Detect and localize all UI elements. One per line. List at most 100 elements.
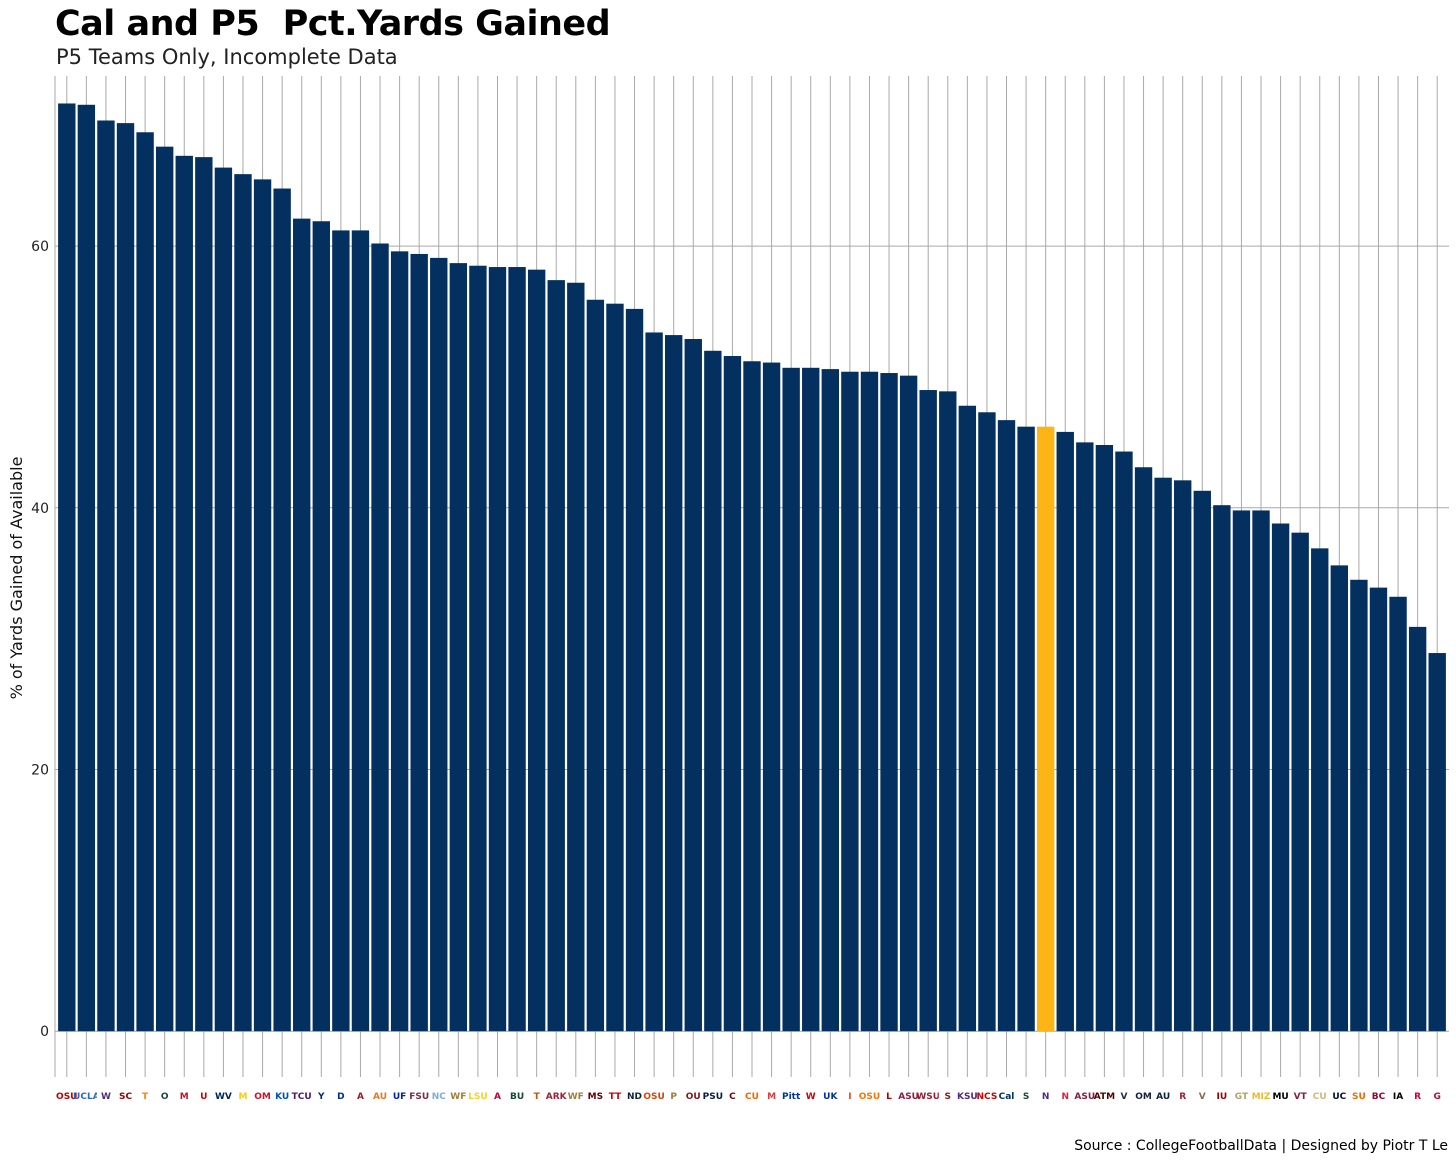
bar bbox=[390, 251, 409, 1032]
team-logo-icon: SC bbox=[119, 1092, 132, 1102]
bar bbox=[1330, 565, 1349, 1032]
team-logo-backdrop bbox=[821, 1086, 840, 1104]
team-logo-backdrop bbox=[77, 1086, 96, 1104]
team-logo-icon: FSU bbox=[409, 1092, 429, 1102]
team-logo-backdrop bbox=[351, 1086, 370, 1104]
team-logo-icon: D bbox=[337, 1092, 344, 1102]
team-logo-backdrop bbox=[1271, 1086, 1290, 1104]
team-logo-backdrop bbox=[645, 1086, 664, 1104]
bar bbox=[1056, 431, 1074, 1032]
team-logo-icon: AU bbox=[373, 1092, 387, 1102]
bar bbox=[469, 265, 487, 1032]
team-logo-backdrop bbox=[233, 1086, 252, 1104]
bar bbox=[1408, 626, 1427, 1032]
team-logo-icon: WF bbox=[568, 1092, 584, 1102]
bar bbox=[430, 257, 448, 1032]
bar bbox=[195, 157, 213, 1032]
team-logo-backdrop bbox=[782, 1086, 801, 1104]
team-logo-backdrop bbox=[997, 1086, 1016, 1104]
bar bbox=[58, 103, 76, 1032]
team-logo-backdrop bbox=[508, 1086, 527, 1104]
bar bbox=[860, 371, 879, 1032]
bar bbox=[410, 253, 428, 1032]
bar bbox=[625, 308, 644, 1032]
team-logo-backdrop bbox=[723, 1086, 742, 1104]
bar bbox=[1291, 532, 1309, 1032]
team-logo-icon: UC bbox=[1332, 1092, 1346, 1102]
team-logo-backdrop bbox=[175, 1086, 194, 1104]
team-logo-backdrop bbox=[1193, 1086, 1212, 1104]
team-logo-icon: OM bbox=[254, 1092, 271, 1102]
bar bbox=[899, 375, 918, 1032]
bar bbox=[958, 405, 977, 1032]
team-logo-backdrop bbox=[1095, 1086, 1114, 1104]
team-logo-icon: M bbox=[767, 1092, 776, 1102]
bar bbox=[645, 332, 663, 1032]
bar bbox=[97, 120, 115, 1032]
bar bbox=[1134, 467, 1153, 1032]
team-logo-icon: BC bbox=[1372, 1092, 1386, 1102]
team-logo-backdrop bbox=[1310, 1086, 1329, 1104]
team-logo-icon: ATM bbox=[1094, 1092, 1115, 1102]
bar bbox=[1271, 523, 1290, 1032]
team-logo-icon: OU bbox=[686, 1092, 701, 1102]
team-logo-icon: TT bbox=[609, 1092, 622, 1102]
team-logo-icon: C bbox=[729, 1092, 736, 1102]
bar bbox=[606, 303, 624, 1032]
team-logo-icon: N bbox=[1042, 1092, 1050, 1102]
team-logo-icon: Pitt bbox=[782, 1092, 801, 1102]
team-logo-icon: R bbox=[1179, 1092, 1186, 1102]
team-logo-backdrop bbox=[155, 1086, 174, 1104]
y-tick-label: 40 bbox=[31, 501, 49, 517]
y-axis-label: % of Yards Gained of Available bbox=[7, 457, 26, 700]
team-logo-backdrop bbox=[547, 1086, 566, 1104]
bar bbox=[939, 391, 957, 1032]
team-logo-backdrop bbox=[860, 1086, 879, 1104]
bar bbox=[488, 267, 507, 1032]
team-logo-icon: WSU bbox=[916, 1092, 940, 1102]
bar bbox=[371, 243, 389, 1032]
y-axis-ticks: 0 20 40 60 bbox=[31, 239, 49, 1040]
team-logo-icon: NCS bbox=[977, 1092, 998, 1102]
team-logo-backdrop bbox=[312, 1086, 331, 1104]
team-logo-icon: P bbox=[670, 1092, 677, 1102]
team-logo-backdrop bbox=[390, 1086, 409, 1104]
bar bbox=[214, 167, 233, 1032]
bar bbox=[723, 356, 742, 1032]
team-logo-icon: R bbox=[1414, 1092, 1421, 1102]
team-logo-backdrop bbox=[449, 1086, 468, 1104]
bar bbox=[762, 362, 781, 1032]
team-logo-icon: V bbox=[1120, 1092, 1127, 1102]
team-logo-icon: Cal bbox=[999, 1092, 1015, 1102]
team-logo-backdrop bbox=[586, 1086, 605, 1104]
team-logo-backdrop bbox=[664, 1086, 683, 1104]
team-logo-backdrop bbox=[743, 1086, 761, 1104]
team-logo-backdrop bbox=[919, 1086, 938, 1104]
source-caption: Source : CollegeFootballData | Designed … bbox=[1074, 1138, 1448, 1154]
bar bbox=[802, 367, 820, 1032]
team-logo-backdrop bbox=[527, 1086, 546, 1104]
team-logo-backdrop bbox=[331, 1086, 350, 1104]
team-logo-icon: U bbox=[200, 1092, 207, 1102]
bar bbox=[997, 420, 1016, 1032]
bar bbox=[1252, 510, 1270, 1032]
bar bbox=[77, 104, 96, 1032]
team-logo-backdrop bbox=[1114, 1086, 1133, 1104]
team-logo-backdrop bbox=[958, 1086, 977, 1104]
team-logo-backdrop bbox=[371, 1086, 390, 1104]
y-tick-label: 0 bbox=[40, 1024, 49, 1040]
bar bbox=[978, 412, 996, 1032]
bar bbox=[684, 339, 702, 1032]
bar bbox=[175, 155, 193, 1032]
team-logo-backdrop bbox=[1134, 1086, 1153, 1104]
bar bbox=[665, 335, 683, 1032]
team-logo-backdrop bbox=[1252, 1086, 1271, 1104]
team-logo-backdrop bbox=[1017, 1086, 1036, 1104]
team-logo-backdrop bbox=[840, 1086, 859, 1104]
bar-highlighted bbox=[1036, 426, 1055, 1032]
team-logo-backdrop bbox=[703, 1086, 722, 1104]
bar bbox=[1076, 442, 1094, 1032]
team-logo-backdrop bbox=[605, 1086, 624, 1104]
bar bbox=[821, 369, 839, 1032]
